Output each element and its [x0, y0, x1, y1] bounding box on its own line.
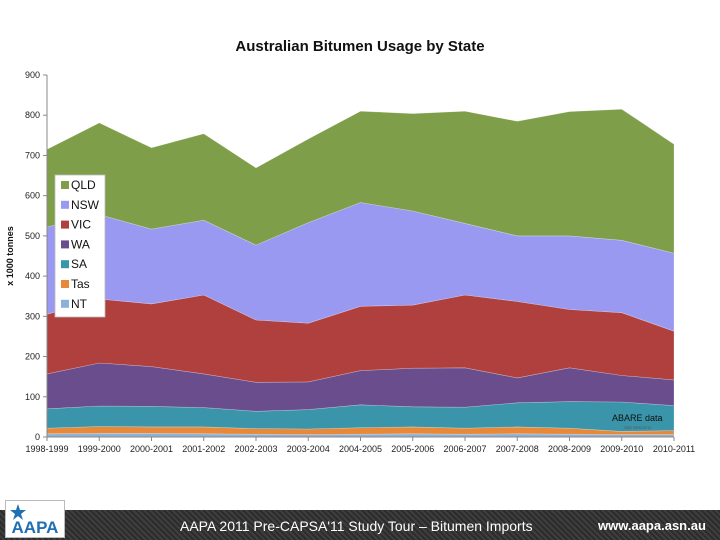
y-tick-label: 600 — [25, 191, 40, 201]
legend-label-vic: VIC — [71, 218, 91, 232]
y-tick-label: 800 — [25, 110, 40, 120]
area-vic — [46, 294, 675, 383]
x-tick-label: 2004-2005 — [339, 444, 382, 454]
legend-label-tas: Tas — [71, 277, 90, 291]
legend-swatch-tas — [61, 280, 69, 288]
x-tick-label: 2005-2006 — [391, 444, 434, 454]
legend-swatch-nt — [61, 299, 69, 308]
footer-caption: AAPA 2011 Pre-CAPSA'11 Study Tour – Bitu… — [180, 518, 533, 534]
legend: QLD NSW VIC WA SA Tas NT — [54, 174, 106, 318]
logo-star-icon — [10, 504, 26, 520]
x-tick-label: 2010-2011 — [653, 444, 695, 454]
chart: Australian Bitumen Usage by State x 1000… — [5, 38, 695, 454]
footer-bar — [0, 510, 720, 540]
y-tick-label: 200 — [25, 352, 40, 362]
y-tick-label: 100 — [25, 392, 40, 402]
x-tick-label: 2002-2003 — [234, 444, 277, 454]
legend-swatch-wa — [61, 240, 69, 249]
y-tick-label: 0 — [35, 432, 40, 442]
area-series-group — [46, 108, 675, 438]
x-tick-label: 2008-2009 — [548, 444, 591, 454]
legend-label-sa: SA — [71, 257, 87, 271]
area-tas — [46, 426, 675, 435]
axes: 0 100 200 300 400 500 600 700 800 900 1998-1999 199… — [25, 70, 695, 454]
legend-swatch-nsw — [61, 200, 69, 209]
x-tick-label: 2009-2010 — [600, 444, 643, 454]
chart-title: Australian Bitumen Usage by State — [235, 38, 484, 55]
x-tick-label: 2006-2007 — [443, 444, 486, 454]
legend-swatch-vic — [61, 220, 69, 229]
chart-annotation: ABARE data SEE SPECIFIC — [612, 413, 663, 430]
legend-label-nt: NT — [71, 297, 88, 311]
x-tick-label: 2000-2001 — [130, 444, 173, 454]
legend-label-qld: QLD — [71, 178, 96, 192]
x-tick-label: 1998-1999 — [25, 444, 68, 454]
y-tick-label: 700 — [25, 150, 40, 160]
legend-swatch-qld — [61, 181, 69, 189]
area-qld — [46, 108, 675, 254]
legend-label-nsw: NSW — [71, 198, 100, 212]
logo-text: AAPA — [12, 518, 59, 537]
x-tick-label: 1999-2000 — [78, 444, 121, 454]
x-tick-label: 2001-2002 — [182, 444, 225, 454]
x-tick-label: 2007-2008 — [496, 444, 539, 454]
y-tick-label: 500 — [25, 231, 40, 241]
aapa-logo: AAPA — [5, 500, 65, 538]
annotation-text: ABARE data — [612, 413, 663, 423]
x-tick-label: 2003-2004 — [287, 444, 330, 454]
y-tick-label: 900 — [25, 70, 40, 80]
y-axis-title: x 1000 tonnes — [5, 226, 15, 286]
annotation-subtext: SEE SPECIFIC — [624, 425, 652, 430]
legend-label-wa: WA — [71, 237, 90, 251]
y-tick-label: 300 — [25, 311, 40, 321]
area-sa — [46, 401, 675, 432]
footer-url: www.aapa.asn.au — [598, 518, 706, 533]
legend-swatch-sa — [61, 260, 69, 269]
y-tick-label: 400 — [25, 271, 40, 281]
